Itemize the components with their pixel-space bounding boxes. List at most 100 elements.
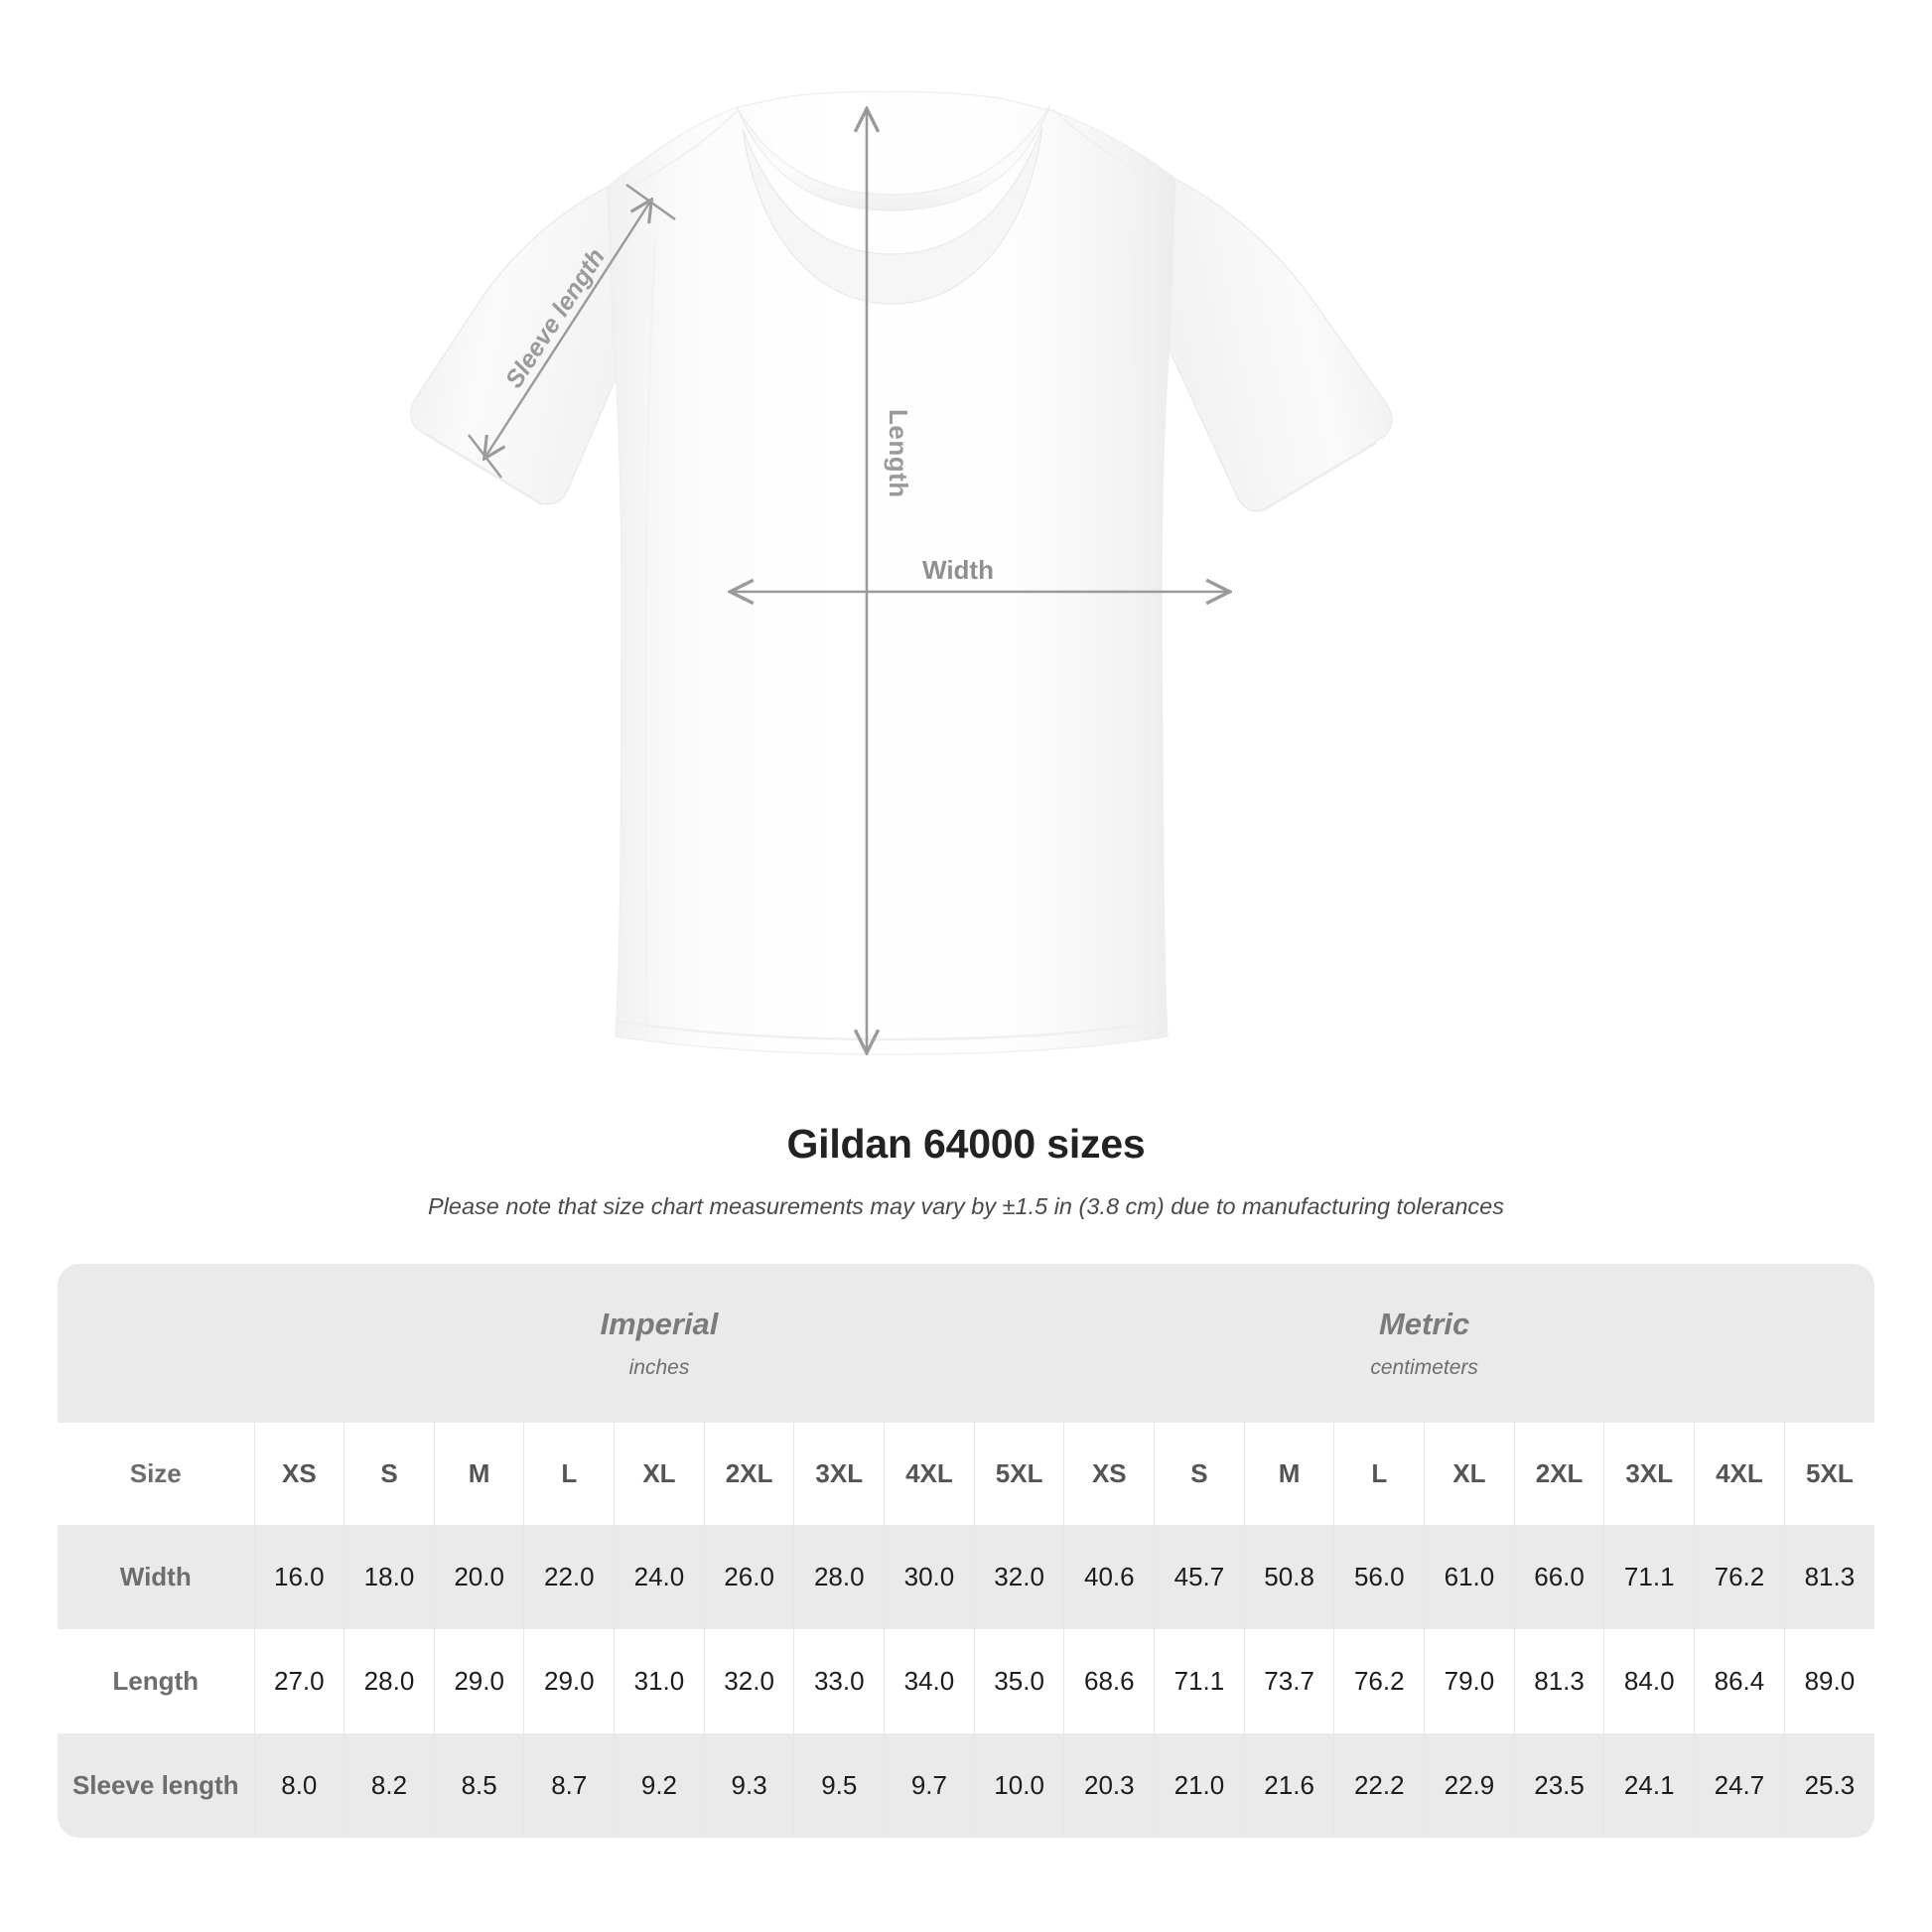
- tshirt-neck-opening: [742, 126, 1043, 305]
- cell-length-imperial-5xl: 35.0: [973, 1629, 1064, 1733]
- cell-length-imperial-xs: 27.0: [253, 1629, 345, 1733]
- length-label: Length: [884, 409, 913, 498]
- cell-sleeve-imperial-s: 8.2: [344, 1733, 435, 1838]
- width-measure-annotation: Width: [733, 555, 1227, 592]
- cell-length-imperial-s: 28.0: [344, 1629, 435, 1733]
- cell-sleeve-metric-3xl: 24.1: [1603, 1733, 1695, 1838]
- cell-width-metric-l: 56.0: [1333, 1525, 1425, 1629]
- row-label-width: Width: [58, 1525, 254, 1629]
- cell-length-imperial-3xl: 33.0: [793, 1629, 885, 1733]
- cell-width-imperial-xs: 16.0: [253, 1525, 345, 1629]
- size-header-imperial-5xl: 5XL: [973, 1423, 1064, 1525]
- cell-width-imperial-2xl: 26.0: [703, 1525, 794, 1629]
- cell-length-imperial-4xl: 34.0: [884, 1629, 975, 1733]
- cell-length-imperial-l: 29.0: [523, 1629, 615, 1733]
- table-row: Length 27.0 28.0 29.0 29.0 31.0 32.0 33.…: [58, 1629, 1874, 1733]
- size-header-imperial-xs: XS: [253, 1423, 345, 1525]
- cell-sleeve-imperial-xs: 8.0: [253, 1733, 345, 1838]
- tshirt-right-sleeve: [1163, 178, 1393, 512]
- table-row: Sleeve length 8.0 8.2 8.5 8.7 9.2 9.3 9.…: [58, 1733, 1874, 1838]
- size-header-metric-2xl: 2XL: [1513, 1423, 1604, 1525]
- cell-length-metric-2xl: 81.3: [1513, 1629, 1604, 1733]
- unit-row-spacer-left: [58, 1264, 254, 1423]
- size-chart-table: Imperial inches Metric centimeters Size …: [58, 1264, 1874, 1838]
- cell-width-metric-3xl: 71.1: [1603, 1525, 1695, 1629]
- row-label-sleeve-length: Sleeve length: [58, 1733, 254, 1838]
- size-header-metric-l: L: [1333, 1423, 1425, 1525]
- size-header-label: Size: [58, 1423, 254, 1525]
- cell-width-imperial-s: 18.0: [344, 1525, 435, 1629]
- table-row: Width 16.0 18.0 20.0 22.0 24.0 26.0 28.0…: [58, 1525, 1874, 1629]
- tolerance-note: Please note that size chart measurements…: [428, 1193, 1504, 1220]
- unit-group-metric-sub: centimeters: [1370, 1355, 1478, 1379]
- unit-row-spacer-right: [1784, 1264, 1874, 1423]
- cell-width-imperial-4xl: 30.0: [884, 1525, 975, 1629]
- cell-sleeve-imperial-2xl: 9.3: [703, 1733, 794, 1838]
- cell-sleeve-metric-4xl: 24.7: [1694, 1733, 1785, 1838]
- cell-sleeve-metric-5xl: 25.3: [1783, 1733, 1874, 1838]
- cell-length-imperial-m: 29.0: [433, 1629, 524, 1733]
- cell-sleeve-imperial-m: 8.5: [433, 1733, 524, 1838]
- cell-sleeve-metric-xs: 20.3: [1063, 1733, 1155, 1838]
- cell-length-metric-l: 76.2: [1333, 1629, 1425, 1733]
- tshirt-collar: [736, 104, 1051, 211]
- cell-width-metric-s: 45.7: [1154, 1525, 1245, 1629]
- cell-sleeve-metric-s: 21.0: [1154, 1733, 1245, 1838]
- length-label-group: Length: [884, 409, 913, 498]
- cell-sleeve-imperial-xl: 9.2: [614, 1733, 705, 1838]
- cell-width-imperial-xl: 24.0: [614, 1525, 705, 1629]
- cell-sleeve-imperial-4xl: 9.7: [884, 1733, 975, 1838]
- cell-width-metric-5xl: 81.3: [1783, 1525, 1874, 1629]
- cell-sleeve-imperial-l: 8.7: [523, 1733, 615, 1838]
- sleeve-arrow-line: [485, 202, 650, 457]
- cell-width-imperial-m: 20.0: [433, 1525, 524, 1629]
- size-header-row: Size XS S M L XL 2XL 3XL 4XL 5XL XS S M …: [58, 1423, 1874, 1525]
- size-header-metric-4xl: 4XL: [1694, 1423, 1785, 1525]
- unit-group-imperial: Imperial inches: [254, 1264, 1064, 1423]
- page-title: Gildan 64000 sizes: [786, 1121, 1146, 1167]
- cell-length-metric-3xl: 84.0: [1603, 1629, 1695, 1733]
- unit-group-imperial-sub: inches: [628, 1355, 690, 1379]
- size-header-imperial-4xl: 4XL: [884, 1423, 975, 1525]
- cell-width-imperial-l: 22.0: [523, 1525, 615, 1629]
- cell-sleeve-metric-l: 22.2: [1333, 1733, 1425, 1838]
- size-header-imperial-3xl: 3XL: [793, 1423, 885, 1525]
- cell-sleeve-imperial-3xl: 9.5: [793, 1733, 885, 1838]
- tshirt-body: [607, 90, 1176, 1055]
- size-header-imperial-2xl: 2XL: [703, 1423, 794, 1525]
- cell-width-metric-4xl: 76.2: [1694, 1525, 1785, 1629]
- cell-length-imperial-xl: 31.0: [614, 1629, 705, 1733]
- cell-width-metric-xl: 61.0: [1424, 1525, 1515, 1629]
- cell-sleeve-metric-m: 21.6: [1243, 1733, 1334, 1838]
- cell-sleeve-metric-xl: 22.9: [1424, 1733, 1515, 1838]
- unit-group-imperial-name: Imperial: [600, 1307, 719, 1342]
- cell-length-imperial-2xl: 32.0: [703, 1629, 794, 1733]
- size-chart-table-container: Imperial inches Metric centimeters Size …: [58, 1264, 1874, 1838]
- size-header-imperial-m: M: [433, 1423, 524, 1525]
- size-header-imperial-l: L: [523, 1423, 615, 1525]
- row-label-length: Length: [58, 1629, 254, 1733]
- size-header-imperial-xl: XL: [614, 1423, 705, 1525]
- cell-width-metric-m: 50.8: [1243, 1525, 1334, 1629]
- size-header-imperial-s: S: [344, 1423, 435, 1525]
- cell-sleeve-imperial-5xl: 10.0: [973, 1733, 1064, 1838]
- cell-width-imperial-5xl: 32.0: [973, 1525, 1064, 1629]
- cell-length-metric-5xl: 89.0: [1783, 1629, 1874, 1733]
- tshirt-graphic: [410, 90, 1393, 1055]
- cell-length-metric-m: 73.7: [1243, 1629, 1334, 1733]
- chart-header: Gildan 64000 sizes Please note that size…: [0, 1120, 1932, 1222]
- cell-length-metric-xs: 68.6: [1063, 1629, 1155, 1733]
- size-header-metric-m: M: [1243, 1423, 1334, 1525]
- size-header-metric-xs: XS: [1063, 1423, 1155, 1525]
- unit-group-row: Imperial inches Metric centimeters: [58, 1264, 1874, 1423]
- size-header-metric-xl: XL: [1424, 1423, 1515, 1525]
- size-header-metric-s: S: [1154, 1423, 1245, 1525]
- tshirt-measurement-diagram: Length Width Sleeve length: [410, 90, 1393, 1112]
- cell-width-metric-2xl: 66.0: [1513, 1525, 1604, 1629]
- cell-width-imperial-3xl: 28.0: [793, 1525, 885, 1629]
- cell-length-metric-s: 71.1: [1154, 1629, 1245, 1733]
- unit-group-metric-name: Metric: [1378, 1307, 1470, 1342]
- cell-width-metric-xs: 40.6: [1063, 1525, 1155, 1629]
- cell-length-metric-4xl: 86.4: [1694, 1629, 1785, 1733]
